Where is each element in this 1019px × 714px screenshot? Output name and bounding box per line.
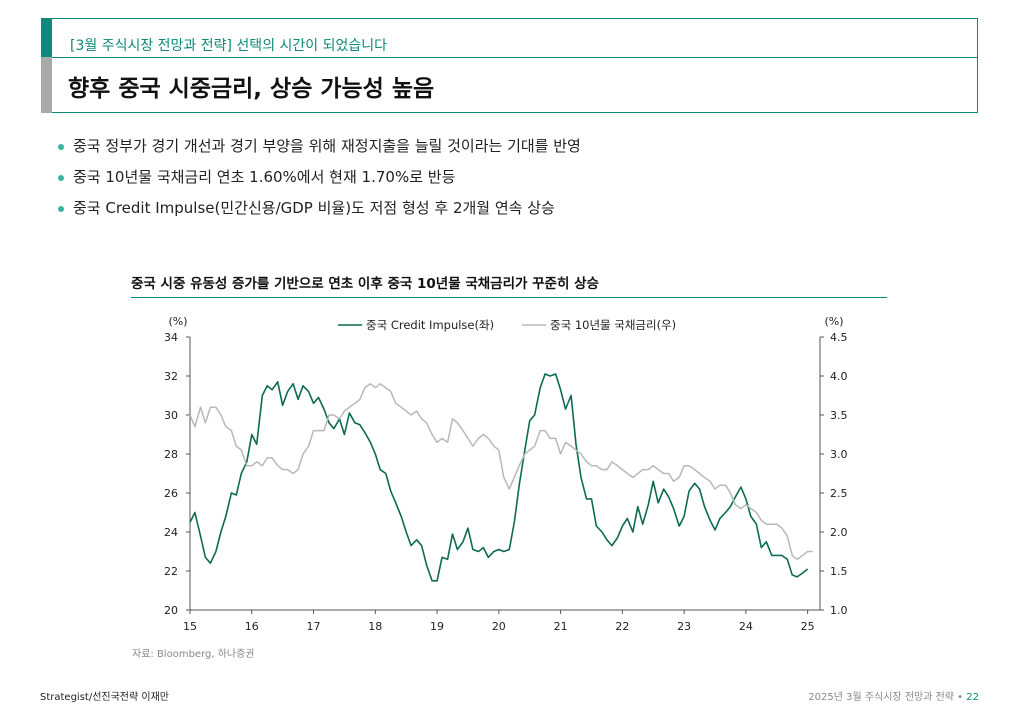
bullet-dot-icon: [58, 175, 64, 181]
header-box: [52, 18, 978, 113]
x-tick-label: 16: [245, 620, 259, 633]
footer-author: Strategist/선진국전략 이재만: [40, 692, 169, 703]
y-right-unit: (%): [824, 315, 843, 328]
x-tick-label: 18: [368, 620, 382, 633]
x-tick-label: 20: [492, 620, 506, 633]
report-subtitle: [3월 주식시장 전망과 전략] 선택의 시간이 되었습니다: [70, 38, 388, 54]
x-tick-label: 21: [554, 620, 568, 633]
y-right-tick-label: 4.5: [830, 331, 848, 344]
y-left-tick-label: 32: [164, 370, 178, 383]
x-tick-label: 25: [801, 620, 815, 633]
y-right-tick-label: 2.5: [830, 487, 848, 500]
series-line-credit-impulse: [189, 373, 809, 582]
x-tick-label: 17: [307, 620, 321, 633]
bullet-text: 중국 10년물 국채금리 연초 1.60%에서 현재 1.70%로 반등: [73, 168, 456, 186]
header-accent-bar: [41, 18, 52, 113]
y-left-tick-label: 28: [164, 448, 178, 461]
y-left-tick-label: 20: [164, 604, 178, 617]
bullet-text: 중국 Credit Impulse(민간신용/GDP 비율)도 저점 형성 후 …: [73, 199, 555, 217]
bullet-item: 중국 정부가 경기 개선과 경기 부양을 위해 재정지출을 늘릴 것이라는 기대…: [58, 136, 581, 157]
footer-report: 2025년 3월 주식시장 전망과 전략 • 22: [808, 692, 979, 703]
bullet-dot-icon: [58, 144, 64, 150]
x-tick-label: 23: [677, 620, 691, 633]
line-chart: 20 22 24 26 28 30 32 34 1.0 1.5 2.0 2.5 3.0 3.5 4.0 4.5…: [164, 315, 848, 633]
y-left-tick-label: 22: [164, 565, 178, 578]
bullet-text: 중국 정부가 경기 개선과 경기 부양을 위해 재정지출을 늘릴 것이라는 기대…: [73, 137, 581, 155]
footer-report-title: 2025년 3월 주식시장 전망과 전략: [808, 692, 954, 703]
bullet-list: 중국 정부가 경기 개선과 경기 부양을 위해 재정지출을 늘릴 것이라는 기대…: [58, 136, 581, 229]
y-right-tick-label: 1.0: [830, 604, 848, 617]
legend-label: 중국 Credit Impulse(좌): [366, 318, 494, 332]
x-tick-label: 24: [739, 620, 753, 633]
chart-title: 중국 시중 유동성 증가를 기반으로 연초 이후 중국 10년물 국채금리가 꾸…: [131, 276, 599, 292]
y-right-tick-label: 3.5: [830, 409, 848, 422]
y-left-tick-label: 26: [164, 487, 178, 500]
series-line-bond-yield: [189, 383, 813, 561]
source-note: 자료: Bloomberg, 하나증권: [132, 649, 255, 660]
x-tick-label: 22: [615, 620, 629, 633]
y-right-tick-label: 4.0: [830, 370, 848, 383]
bullet-dot-icon: [58, 206, 64, 212]
y-right-tick-label: 2.0: [830, 526, 848, 539]
x-tick-label: 15: [183, 620, 197, 633]
bullet-item: 중국 10년물 국채금리 연초 1.60%에서 현재 1.70%로 반등: [58, 167, 581, 188]
y-left-tick-label: 30: [164, 409, 178, 422]
y-left-tick-label: 24: [164, 526, 178, 539]
y-left-unit: (%): [168, 315, 187, 328]
y-right-tick-label: 3.0: [830, 448, 848, 461]
page-title: 향후 중국 시중금리, 상승 가능성 높음: [68, 76, 435, 102]
x-tick-label: 19: [430, 620, 444, 633]
header-divider: [52, 57, 978, 58]
chart-title-rule: [131, 297, 887, 298]
y-right-tick-label: 1.5: [830, 565, 848, 578]
bullet-item: 중국 Credit Impulse(민간신용/GDP 비율)도 저점 형성 후 …: [58, 198, 581, 219]
page-number: 22: [966, 692, 979, 703]
legend-label: 중국 10년물 국채금리(우): [550, 318, 676, 332]
y-left-tick-label: 34: [164, 331, 178, 344]
